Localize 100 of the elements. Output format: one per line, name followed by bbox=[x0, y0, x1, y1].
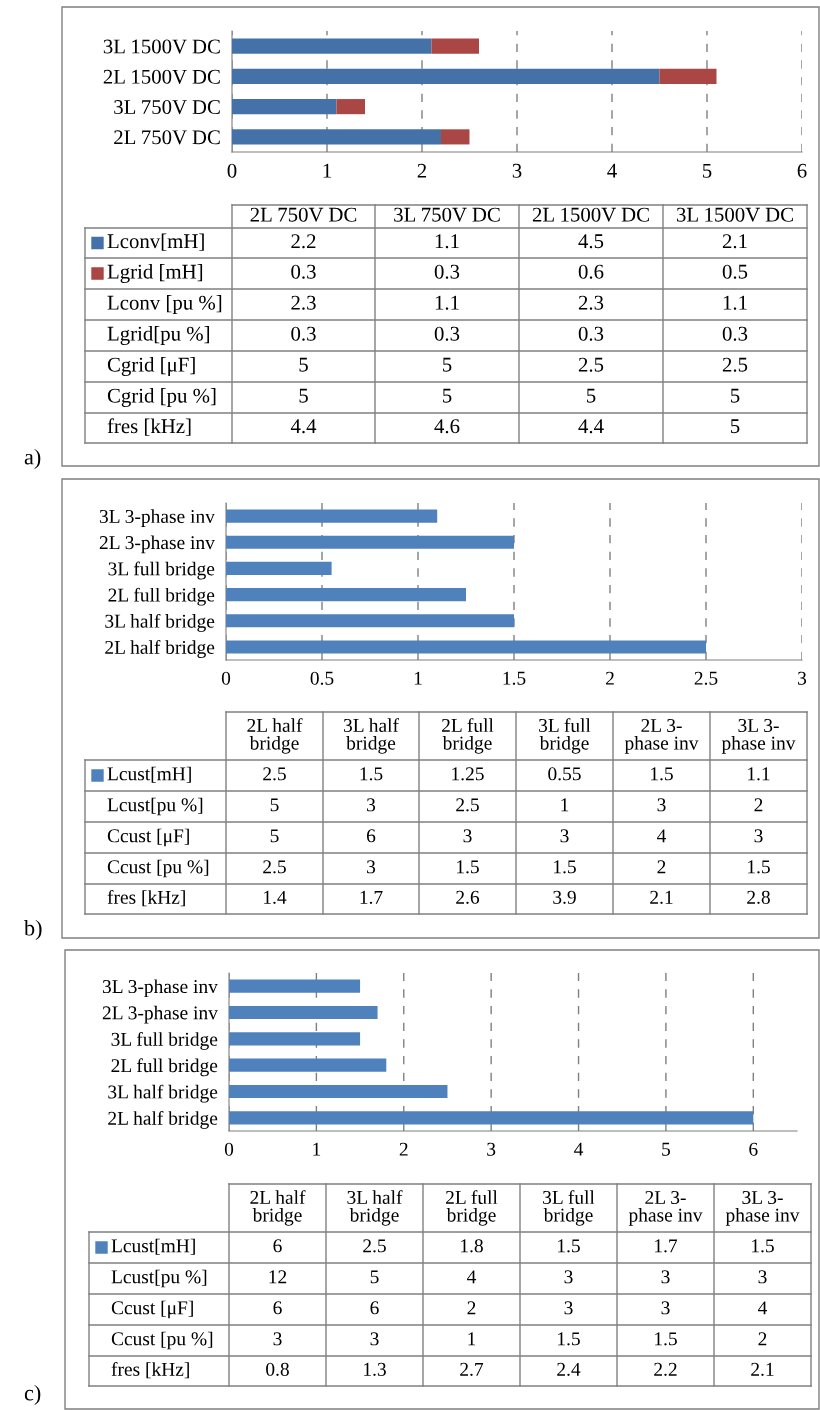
data-label: 2.5 bbox=[722, 357, 748, 372]
data-label: 0.3 bbox=[578, 326, 604, 341]
data-label: 5 bbox=[443, 388, 452, 403]
text: c) bbox=[24, 1384, 41, 1406]
bar bbox=[226, 614, 514, 628]
x-tick-label: 3 bbox=[487, 1142, 496, 1156]
text: Ccust [μF] bbox=[107, 828, 189, 847]
data-label: 1 bbox=[561, 798, 569, 812]
y-tick-label: 3L half bridge bbox=[108, 1084, 218, 1103]
data-label: 0.3 bbox=[291, 326, 316, 341]
x-tick-label: 3 bbox=[512, 163, 522, 178]
data-label: 4.6 bbox=[434, 419, 460, 434]
data-label: 0.5 bbox=[722, 264, 748, 279]
data-label: 1.3 bbox=[364, 1362, 386, 1376]
data-label: 6 bbox=[366, 829, 376, 843]
bar bbox=[226, 561, 332, 575]
data-label: 3 bbox=[564, 1301, 573, 1315]
data-label: 0.8 bbox=[266, 1362, 289, 1376]
bar bbox=[232, 99, 337, 115]
data-label: 2.5 bbox=[363, 1239, 386, 1253]
category-label: 2L 1500V DC bbox=[532, 207, 649, 222]
data-label: 2.1 bbox=[751, 1362, 774, 1376]
text: fres [kHz] bbox=[107, 889, 185, 907]
data-label: 1.1 bbox=[435, 295, 459, 310]
text: Cgrid [pu %] bbox=[107, 388, 216, 407]
x-tick-label: 2 bbox=[417, 163, 427, 178]
data-label: 2 bbox=[754, 798, 763, 812]
data-label: 3 bbox=[657, 798, 666, 812]
text: Ccust [pu %] bbox=[107, 859, 209, 878]
data-label: 6 bbox=[370, 1301, 379, 1315]
data-label: 3 bbox=[367, 798, 376, 812]
text: Ccust [pu %] bbox=[111, 1331, 213, 1350]
text: Lcust[pu %] bbox=[107, 797, 203, 816]
data-label: 1 bbox=[468, 1332, 476, 1346]
data-label: 1.5 bbox=[554, 860, 576, 874]
y-tick-label: 3L half bridge bbox=[105, 613, 215, 632]
category-label: 3L half bridge bbox=[347, 1190, 403, 1226]
data-label: 5 bbox=[299, 357, 308, 372]
x-tick-label: 6 bbox=[749, 1142, 758, 1156]
data-label: 6 bbox=[273, 1301, 282, 1315]
data-label: 2.5 bbox=[263, 767, 286, 781]
data-label: 2 bbox=[758, 1332, 767, 1346]
data-label: 2.8 bbox=[747, 890, 770, 904]
legend-label: Lgrid [mH] bbox=[107, 264, 203, 283]
data-label: 4.5 bbox=[578, 234, 604, 249]
y-tick-label: 2L full bridge bbox=[108, 587, 215, 606]
data-label: 2.5 bbox=[456, 798, 479, 812]
y-tick-label: 3L 750V DC bbox=[114, 100, 220, 115]
data-label: 3 bbox=[758, 1270, 767, 1284]
data-label: 0.3 bbox=[434, 326, 460, 341]
data-label: 2.2 bbox=[654, 1362, 677, 1376]
text: Ccust [μF] bbox=[111, 1300, 193, 1319]
data-label: 5 bbox=[270, 798, 279, 812]
bar bbox=[659, 68, 717, 84]
legend-label: Lconv[mH] bbox=[107, 233, 204, 251]
x-tick-label: 0 bbox=[221, 671, 231, 685]
text: fres [kHz] bbox=[111, 1361, 189, 1379]
data-label: 2.5 bbox=[263, 860, 286, 874]
data-label: 0.3 bbox=[434, 264, 460, 279]
x-tick-label: 6 bbox=[797, 163, 807, 178]
data-label: 2.1 bbox=[722, 234, 747, 249]
data-label: 0.55 bbox=[548, 767, 581, 781]
category-label: 3L 750V DC bbox=[394, 207, 500, 222]
bar bbox=[431, 38, 479, 54]
data-label: 12 bbox=[269, 1270, 287, 1284]
bar bbox=[229, 1005, 378, 1020]
category-label: 2L 3- phase inv bbox=[628, 1190, 703, 1226]
data-label: 1.25 bbox=[452, 767, 484, 781]
y-tick-label: 2L half bridge bbox=[105, 640, 215, 658]
data-label: 2.5 bbox=[578, 357, 604, 372]
data-label: 3 bbox=[661, 1270, 670, 1284]
data-label: 1.1 bbox=[435, 234, 459, 249]
y-tick-label: 3L full bridge bbox=[108, 561, 215, 580]
category-label: 2L 750V DC bbox=[250, 207, 357, 222]
data-label: 1.5 bbox=[752, 1239, 774, 1253]
data-label: 1.5 bbox=[558, 1239, 580, 1253]
data-label: 3 bbox=[463, 829, 472, 843]
bar bbox=[336, 99, 365, 115]
category-label: 3L full bridge bbox=[539, 718, 591, 754]
data-label: 3 bbox=[370, 1332, 379, 1346]
data-label: 1.7 bbox=[360, 890, 383, 904]
data-label: 3 bbox=[564, 1270, 573, 1284]
data-label: 2 bbox=[467, 1301, 476, 1315]
data-label: 4.4 bbox=[290, 419, 317, 434]
data-label: 3 bbox=[273, 1332, 282, 1346]
data-label: 5 bbox=[443, 357, 452, 372]
x-tick-label: 3 bbox=[798, 671, 807, 685]
y-tick-label: 2L 3-phase inv bbox=[102, 1005, 218, 1024]
data-label: 2.3 bbox=[291, 295, 316, 310]
data-label: 2.7 bbox=[460, 1362, 484, 1376]
data-label: 4 bbox=[657, 829, 667, 843]
y-tick-label: 2L 750V DC bbox=[114, 130, 220, 145]
category-label: 3L 3- phase inv bbox=[725, 1190, 800, 1226]
bar bbox=[232, 38, 432, 54]
data-label: 5 bbox=[731, 419, 740, 434]
bar bbox=[229, 1032, 361, 1046]
data-label: 3 bbox=[754, 829, 763, 843]
x-tick-label: 5 bbox=[703, 163, 712, 178]
y-tick-label: 3L 1500V DC bbox=[103, 39, 220, 54]
category-label: 2L half bridge bbox=[250, 1190, 306, 1226]
